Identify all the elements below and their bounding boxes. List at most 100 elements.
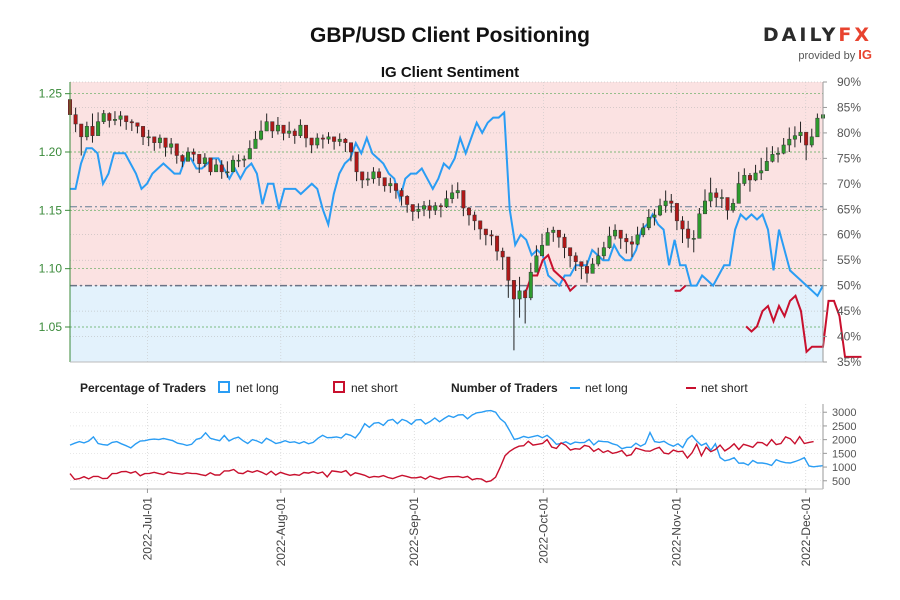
candle-body xyxy=(466,207,471,216)
legend-pct-short-swatch xyxy=(333,381,345,393)
sentiment-tick-label: 90% xyxy=(837,75,861,89)
sentiment-tick-label: 75% xyxy=(837,151,861,165)
candle-body xyxy=(652,214,657,218)
candle-body xyxy=(410,204,415,212)
candle-body xyxy=(540,245,545,257)
candle-body xyxy=(489,234,494,237)
candle-body xyxy=(320,137,325,140)
candle-body xyxy=(629,241,634,245)
price-tick-label: 1.15 xyxy=(39,203,63,217)
price-tick-label: 1.05 xyxy=(39,320,63,334)
candle-body xyxy=(798,131,803,136)
candle-body xyxy=(281,124,286,134)
candle-body xyxy=(259,130,264,140)
candle-body xyxy=(230,159,235,173)
count-tick-label: 2000 xyxy=(832,435,856,447)
candle-body xyxy=(534,255,539,273)
candle-body xyxy=(393,183,398,191)
candle-body xyxy=(551,229,556,233)
candle-body xyxy=(146,136,151,139)
candle-body xyxy=(809,136,814,146)
sentiment-tick-label: 40% xyxy=(837,330,861,344)
candle-body xyxy=(770,154,775,162)
candle-body xyxy=(708,192,713,202)
candle-body xyxy=(247,148,252,160)
sentiment-tick-label: 70% xyxy=(837,177,861,191)
candle-body xyxy=(399,190,404,197)
candle-body xyxy=(691,238,696,240)
candle-body xyxy=(556,229,561,238)
candle-body xyxy=(478,220,483,230)
date-tick-label: 2022-Oct-01 xyxy=(536,497,550,564)
brand-ig-text: IG xyxy=(858,47,872,62)
candle-body xyxy=(275,124,280,132)
series-net-short-pct xyxy=(525,253,862,358)
candle-body xyxy=(528,271,533,299)
candle-body xyxy=(635,234,640,245)
candle-body xyxy=(405,196,410,205)
sentiment-tick-label: 45% xyxy=(837,304,861,318)
candle-body xyxy=(304,124,308,139)
candle-body xyxy=(585,266,589,274)
candle-body xyxy=(292,130,297,136)
candle-body xyxy=(112,119,117,121)
candle-body xyxy=(225,171,230,174)
legend-pct-long-label: net long xyxy=(236,381,279,395)
candle-body xyxy=(365,178,370,181)
candle-body xyxy=(270,121,275,132)
candle-body xyxy=(450,192,455,199)
price-tick-label: 1.25 xyxy=(39,87,63,101)
price-sentiment-panel: 1.25 1.20 1.15 1.10 1.05 90% 85% 80% 75% 70% 65% 60… xyxy=(39,75,862,369)
candle-body xyxy=(152,136,157,143)
candle-body xyxy=(742,175,747,184)
candle-body xyxy=(562,236,567,248)
candle-body xyxy=(646,217,651,229)
candle-body xyxy=(332,136,337,142)
candle-body xyxy=(444,198,449,208)
candle-body xyxy=(388,183,393,187)
series-net-short-count xyxy=(69,435,814,483)
legend-pct-title: Percentage of Traders xyxy=(80,381,206,395)
candle-body xyxy=(438,205,443,208)
candle-body xyxy=(641,227,646,236)
candle-body xyxy=(568,247,573,257)
candle-body xyxy=(815,117,820,138)
candle-body xyxy=(697,213,702,239)
candle-body xyxy=(79,123,84,138)
candle-body xyxy=(337,138,342,142)
sentiment-tick-label: 65% xyxy=(837,202,861,216)
candle-body xyxy=(287,130,292,134)
candle-body xyxy=(214,164,219,173)
candle-body xyxy=(124,115,129,122)
candle-body xyxy=(753,172,758,181)
candle-body xyxy=(725,197,730,211)
candle-body xyxy=(264,121,269,132)
candle-body xyxy=(573,255,578,262)
series-net-long-count xyxy=(69,409,824,468)
brand-main-text: DAILY xyxy=(762,24,839,46)
candle-body xyxy=(714,192,719,198)
sentiment-tick-label: 35% xyxy=(837,355,861,369)
chart-subtitle: IG Client Sentiment xyxy=(380,64,520,81)
date-tick-label: 2022-Dec-01 xyxy=(799,497,813,567)
brand-provider: provided by IG xyxy=(762,47,872,62)
candle-body xyxy=(787,138,792,146)
short-zone-background xyxy=(70,82,823,286)
candle-body xyxy=(776,152,781,155)
candle-body xyxy=(382,177,387,187)
candle-body xyxy=(669,200,674,204)
candle-body xyxy=(506,256,511,281)
candle-body xyxy=(236,159,241,162)
candle-body xyxy=(590,263,595,274)
candle-body xyxy=(764,161,769,171)
candle-body xyxy=(719,197,724,199)
candle-body xyxy=(416,208,421,212)
candle-body xyxy=(579,261,584,267)
candle-body xyxy=(309,137,314,146)
candle-body xyxy=(298,124,303,136)
candle-body xyxy=(511,280,516,300)
candle-body xyxy=(84,126,89,138)
candle-body xyxy=(618,229,623,239)
candle-body xyxy=(377,171,382,178)
